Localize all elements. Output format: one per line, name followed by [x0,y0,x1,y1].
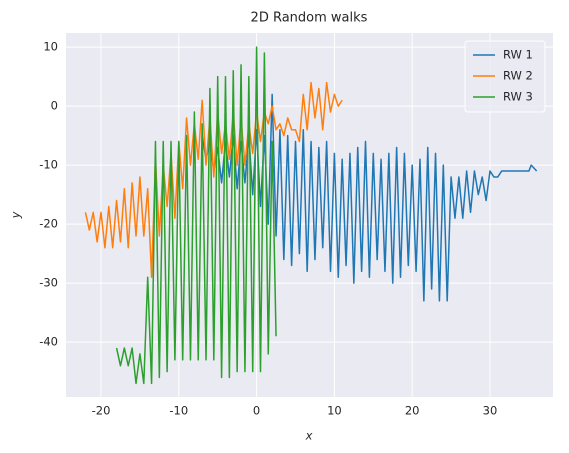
x-tick-label: 30 [483,404,498,418]
legend-label: RW 1 [503,48,533,62]
y-tick-label: 0 [51,99,58,113]
x-tick-label: -10 [169,404,188,418]
y-tick-label: 10 [43,40,58,54]
y-tick-label: -10 [39,158,58,172]
legend-label: RW 2 [503,69,533,83]
chart-title: 2D Random walks [251,11,368,26]
y-tick-label: -30 [39,276,58,290]
y-axis-label: y [9,211,23,219]
legend: RW 1 RW 2 RW 3 [464,40,546,113]
series-line [84,81,343,278]
y-tick-label: -20 [39,217,58,231]
x-tick-label: 10 [327,404,342,418]
series-line [115,46,277,385]
x-tick-label: -20 [92,404,111,418]
x-tick-label: 20 [405,404,420,418]
y-tick-label: -40 [39,335,58,349]
legend-label: RW 3 [503,90,533,104]
legend-box [464,40,546,113]
lines [84,46,538,385]
x-tick-label: 0 [253,404,260,418]
x-axis-label: x [305,429,313,443]
